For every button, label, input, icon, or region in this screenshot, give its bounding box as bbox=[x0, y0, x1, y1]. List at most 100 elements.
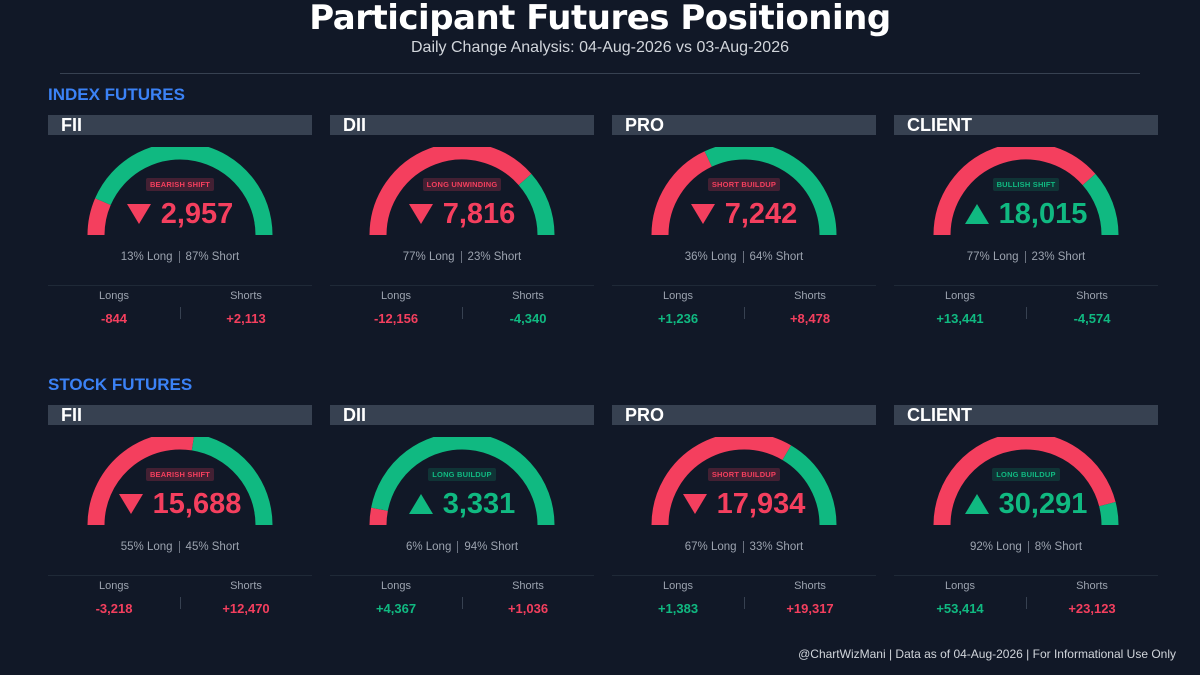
shorts-label: Shorts bbox=[794, 290, 826, 302]
signal-badge: LONG UNWINDING bbox=[330, 178, 594, 191]
net-change-value: 7,816 bbox=[442, 197, 516, 230]
participant-name: PRO bbox=[612, 405, 876, 425]
gauge-short-arc bbox=[191, 437, 273, 526]
shorts-change: +1,036 bbox=[507, 601, 549, 616]
shorts-label: Shorts bbox=[1076, 580, 1108, 592]
ratio-separator bbox=[178, 251, 180, 263]
column-separator bbox=[744, 307, 745, 319]
shorts-change: +2,113 bbox=[226, 311, 266, 326]
net-change: 18,015 bbox=[894, 195, 1158, 233]
longs-label: Longs bbox=[945, 580, 975, 592]
footer-note: @ChartWizMani | Data as of 04-Aug-2026 |… bbox=[798, 647, 1176, 661]
long-short-ratio: 13% Long 87% Short bbox=[48, 251, 312, 263]
longs-label: Longs bbox=[663, 290, 693, 302]
signal-badge: SHORT BUILDUP bbox=[612, 178, 876, 191]
longs-change: +53,414 bbox=[936, 601, 984, 616]
net-change: 30,291 bbox=[894, 485, 1158, 523]
signal-badge: BULLISH SHIFT bbox=[894, 178, 1158, 191]
gauge-long-arc bbox=[369, 147, 532, 236]
header-divider bbox=[60, 73, 1140, 74]
participant-name: PRO bbox=[612, 115, 876, 135]
long-pct-label: 77% Long bbox=[402, 251, 455, 264]
triangle-up-icon bbox=[964, 494, 989, 514]
card-divider bbox=[612, 285, 876, 286]
long-short-ratio: 92% Long 8% Short bbox=[894, 541, 1158, 553]
long-pct-label: 55% Long bbox=[120, 541, 173, 554]
triangle-up-icon bbox=[964, 204, 989, 224]
participant-card-fii: FII BEARISH SHIFT 15,688 55% Long 45% Short L… bbox=[48, 405, 312, 625]
net-change: 7,242 bbox=[612, 195, 876, 233]
triangle-up-icon bbox=[408, 494, 433, 514]
card-divider bbox=[48, 285, 312, 286]
gauge-short-arc bbox=[95, 147, 273, 236]
participant-name: FII bbox=[48, 405, 312, 425]
longs-change: +1,383 bbox=[657, 601, 699, 616]
signal-label: SHORT BUILDUP bbox=[707, 468, 781, 481]
shorts-change: +19,317 bbox=[786, 601, 834, 616]
longs-label: Longs bbox=[381, 290, 411, 302]
participant-card-dii: DII LONG UNWINDING 7,816 77% Long 23% Short L… bbox=[330, 115, 594, 335]
participant-name: CLIENT bbox=[894, 115, 1158, 135]
card-divider bbox=[48, 575, 312, 576]
card-divider bbox=[894, 285, 1158, 286]
gauge-long-arc bbox=[369, 507, 388, 526]
short-pct-label: 33% Short bbox=[749, 541, 804, 554]
long-short-ratio: 36% Long 64% Short bbox=[612, 251, 876, 263]
longs-change: +1,236 bbox=[657, 311, 699, 326]
card-divider bbox=[330, 575, 594, 576]
gauge-short-arc bbox=[782, 445, 837, 526]
short-pct-label: 45% Short bbox=[185, 541, 240, 554]
ratio-separator bbox=[1024, 251, 1026, 263]
long-pct-label: 77% Long bbox=[966, 251, 1019, 264]
gauge-long-arc bbox=[933, 437, 1116, 526]
net-change: 7,816 bbox=[330, 195, 594, 233]
short-pct-label: 87% Short bbox=[185, 251, 240, 264]
gauge-long-arc bbox=[651, 151, 713, 236]
participant-card-fii: FII BEARISH SHIFT 2,957 13% Long 87% Short Lo… bbox=[48, 115, 312, 335]
participant-card-client: CLIENT BULLISH SHIFT 18,015 77% Long 23% Sho… bbox=[894, 115, 1158, 335]
long-pct-label: 67% Long bbox=[684, 541, 737, 554]
net-change: 2,957 bbox=[48, 195, 312, 233]
gauge-long-arc bbox=[651, 437, 792, 526]
positioning-gauge bbox=[369, 147, 555, 236]
net-change-value: 3,331 bbox=[442, 487, 516, 520]
net-change: 15,688 bbox=[48, 485, 312, 523]
net-change: 3,331 bbox=[330, 485, 594, 523]
gauge-long-arc bbox=[87, 198, 111, 236]
net-change-value: 7,242 bbox=[724, 197, 798, 230]
participant-name: CLIENT bbox=[894, 405, 1158, 425]
shorts-label: Shorts bbox=[230, 290, 262, 302]
gauge-short-arc bbox=[518, 173, 555, 236]
signal-label: LONG UNWINDING bbox=[422, 178, 502, 191]
short-pct-label: 94% Short bbox=[464, 541, 519, 554]
triangle-down-icon bbox=[682, 494, 707, 514]
signal-label: BEARISH SHIFT bbox=[145, 468, 215, 481]
column-separator bbox=[462, 597, 463, 609]
section-title: STOCK FUTURES bbox=[48, 375, 193, 394]
gauge-short-arc bbox=[371, 437, 555, 526]
positioning-gauge bbox=[87, 147, 273, 236]
signal-badge: SHORT BUILDUP bbox=[612, 468, 876, 481]
long-short-ratio: 67% Long 33% Short bbox=[612, 541, 876, 553]
short-pct-label: 23% Short bbox=[467, 251, 522, 264]
long-short-ratio: 77% Long 23% Short bbox=[894, 251, 1158, 263]
participant-card-pro: PRO SHORT BUILDUP 7,242 36% Long 64% Short Lo… bbox=[612, 115, 876, 335]
card-divider bbox=[612, 575, 876, 576]
ratio-separator bbox=[457, 541, 459, 553]
signal-badge: LONG BUILDUP bbox=[330, 468, 594, 481]
signal-label: LONG BUILDUP bbox=[428, 468, 496, 481]
long-short-ratio: 77% Long 23% Short bbox=[330, 251, 594, 263]
shorts-label: Shorts bbox=[230, 580, 262, 592]
longs-change: +4,367 bbox=[375, 601, 417, 616]
signal-label: LONG BUILDUP bbox=[992, 468, 1060, 481]
column-separator bbox=[180, 597, 181, 609]
positioning-gauge bbox=[933, 147, 1119, 236]
ratio-separator bbox=[742, 251, 744, 263]
signal-badge: BEARISH SHIFT bbox=[48, 468, 312, 481]
long-pct-label: 13% Long bbox=[120, 251, 173, 264]
signal-badge: LONG BUILDUP bbox=[894, 468, 1158, 481]
triangle-down-icon bbox=[690, 204, 715, 224]
long-pct-label: 6% Long bbox=[405, 541, 452, 554]
net-change-value: 2,957 bbox=[160, 197, 234, 230]
longs-label: Longs bbox=[99, 580, 129, 592]
